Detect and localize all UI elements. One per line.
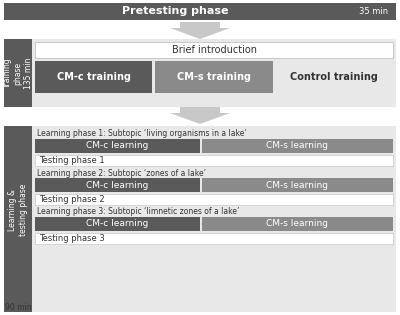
Bar bbox=[202, 139, 393, 153]
Text: Learning phase 1: Subtopic ‘living organisms in a lake’: Learning phase 1: Subtopic ‘living organ… bbox=[37, 129, 247, 139]
Bar bbox=[4, 39, 32, 107]
Text: Brief introduction: Brief introduction bbox=[172, 45, 256, 55]
Text: CM-c learning: CM-c learning bbox=[86, 141, 148, 151]
Bar bbox=[4, 126, 396, 312]
Polygon shape bbox=[170, 107, 230, 124]
Text: CM-c learning: CM-c learning bbox=[86, 180, 148, 190]
Text: CM-s training: CM-s training bbox=[177, 72, 251, 82]
Bar bbox=[4, 39, 396, 107]
Text: Testing phase 1: Testing phase 1 bbox=[39, 156, 105, 165]
Bar bbox=[35, 233, 393, 244]
Text: CM-c learning: CM-c learning bbox=[86, 220, 148, 228]
Text: Pretesting phase: Pretesting phase bbox=[122, 7, 228, 16]
Bar bbox=[202, 217, 393, 231]
Text: CM-c training: CM-c training bbox=[57, 72, 131, 82]
Bar bbox=[35, 178, 200, 192]
Bar bbox=[35, 61, 152, 93]
Bar bbox=[276, 61, 393, 93]
Bar bbox=[4, 3, 396, 20]
Text: 90 min: 90 min bbox=[5, 302, 31, 312]
Text: CM-s learning: CM-s learning bbox=[266, 220, 328, 228]
Bar bbox=[155, 61, 273, 93]
Polygon shape bbox=[170, 22, 230, 39]
Bar bbox=[35, 155, 393, 166]
Text: Learning phase 2: Subtopic ‘zones of a lake’: Learning phase 2: Subtopic ‘zones of a l… bbox=[37, 169, 206, 177]
Text: Control training: Control training bbox=[290, 72, 378, 82]
Text: Testing phase 3: Testing phase 3 bbox=[39, 234, 105, 243]
Bar bbox=[35, 217, 200, 231]
Bar bbox=[202, 178, 393, 192]
Bar bbox=[35, 139, 200, 153]
Text: CM-s learning: CM-s learning bbox=[266, 141, 328, 151]
Text: Learning &
testing phase: Learning & testing phase bbox=[8, 184, 28, 236]
Text: Training
phase
135 min: Training phase 135 min bbox=[3, 57, 33, 89]
Bar bbox=[35, 194, 393, 205]
Bar bbox=[35, 42, 393, 58]
Text: Testing phase 2: Testing phase 2 bbox=[39, 195, 105, 204]
Text: CM-s learning: CM-s learning bbox=[266, 180, 328, 190]
Text: Learning phase 3: Subtopic ‘limnetic zones of a lake’: Learning phase 3: Subtopic ‘limnetic zon… bbox=[37, 208, 239, 216]
Bar bbox=[4, 126, 32, 312]
Text: 35 min: 35 min bbox=[360, 7, 388, 16]
